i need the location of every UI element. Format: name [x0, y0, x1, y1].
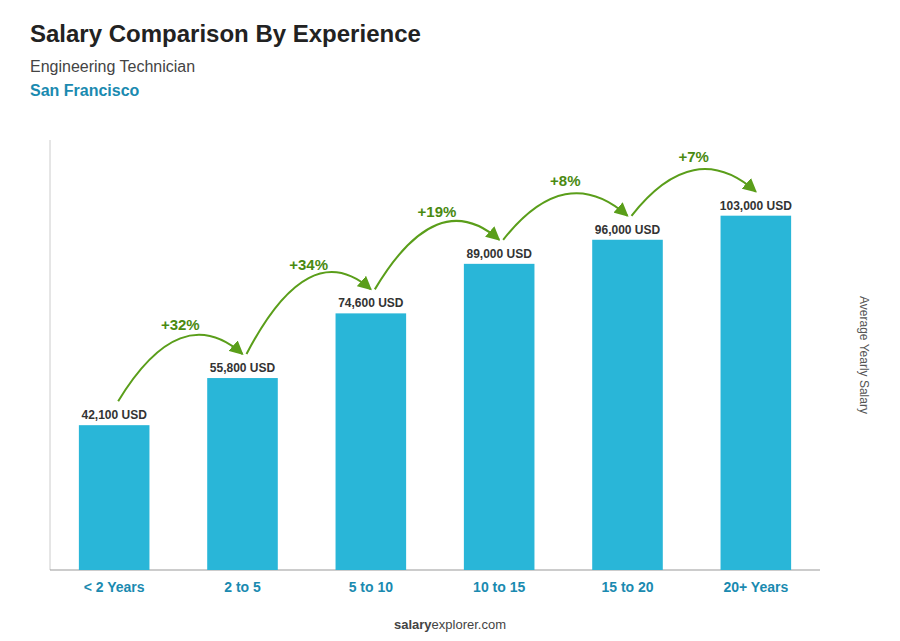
change-label: +34% [289, 256, 328, 273]
y-axis-label: Average Yearly Salary [857, 296, 871, 414]
bar [721, 216, 792, 570]
change-arrow [503, 193, 627, 240]
city: San Francisco [30, 82, 140, 99]
data-label: 74,600 USD [338, 296, 404, 310]
footer-part: salary [394, 617, 432, 632]
bar [207, 378, 278, 570]
change-label: +7% [678, 148, 708, 165]
change-arrow [632, 169, 756, 216]
change-label: +19% [418, 203, 457, 220]
data-label: 42,100 USD [81, 408, 147, 422]
x-tick-label: 10 to 15 [473, 579, 525, 595]
bar [336, 313, 407, 570]
change-arrow [247, 272, 371, 354]
bars [79, 216, 791, 570]
data-label: 103,000 USD [720, 199, 792, 213]
x-axis-line [50, 570, 820, 571]
title: Salary Comparison By Experience [30, 20, 421, 47]
x-tick-label: 5 to 10 [349, 579, 394, 595]
x-tick-label: 15 to 20 [601, 579, 653, 595]
bar [464, 264, 535, 570]
data-label: 96,000 USD [595, 223, 661, 237]
bar [79, 425, 150, 570]
data-label: 89,000 USD [466, 247, 532, 261]
x-tick-label: 20+ Years [723, 579, 788, 595]
x-tick-label: 2 to 5 [224, 579, 261, 595]
chart: Salary Comparison By Experience Engineeri… [0, 0, 900, 641]
x-tick-label: < 2 Years [84, 579, 145, 595]
change-arrow [118, 335, 242, 401]
data-label: 55,800 USD [210, 361, 276, 375]
footer-part: explorer.com [432, 617, 506, 632]
change-label: +32% [161, 316, 200, 333]
bar [592, 240, 663, 570]
change-label: +8% [550, 172, 580, 189]
footer: salaryexplorer.com [394, 617, 506, 632]
subtitle: Engineering Technician [30, 58, 195, 75]
change-arrow [375, 221, 499, 289]
y-axis-line [50, 140, 51, 570]
